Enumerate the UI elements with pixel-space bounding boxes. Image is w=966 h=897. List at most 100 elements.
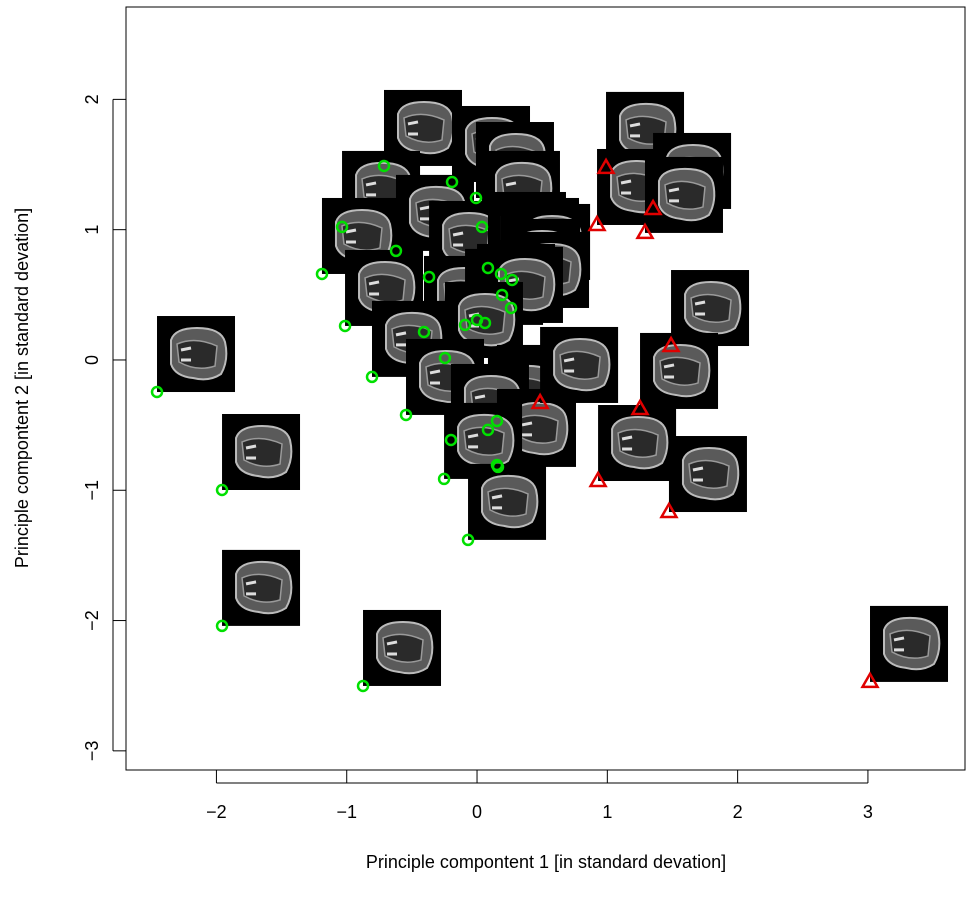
thumbnail-teeth [345, 228, 357, 244]
thumbnail [222, 413, 301, 490]
plot-frame [125, 6, 966, 771]
thumbnail-teeth [621, 435, 633, 451]
thumbnail-jaw [241, 437, 283, 467]
thumbnail-teeth [521, 421, 533, 437]
y-axis-title: Principle compontent 2 [in standard deva… [12, 208, 32, 568]
point-circle [444, 433, 458, 447]
y-tick-label: −1 [82, 480, 102, 501]
point-circle [461, 533, 475, 547]
thumbnail-jaw [617, 428, 659, 459]
x-tick-label: 1 [602, 802, 612, 822]
thumbnail-jaw [889, 629, 931, 659]
thumbnail-jaw [690, 293, 732, 324]
thumbnail-jaw [688, 459, 730, 490]
point-circle [365, 370, 379, 384]
thumbnail [540, 326, 619, 403]
thumbnail [498, 390, 577, 467]
point-triangle [635, 222, 655, 240]
thumbnail-layer [157, 89, 949, 686]
thumbnail-teeth [180, 346, 192, 362]
thumbnail-teeth [419, 205, 431, 221]
thumbnail-teeth [694, 300, 706, 316]
point-triangle [661, 335, 681, 353]
thumbnail-teeth [386, 640, 398, 656]
point-circle [445, 175, 459, 189]
point-circle [491, 460, 505, 474]
thumbnail-teeth [620, 179, 632, 195]
point-circle [338, 319, 352, 333]
x-tick-label: 2 [733, 802, 743, 822]
point-circle [389, 244, 403, 258]
point-triangle [659, 501, 679, 519]
point-circle [504, 301, 518, 315]
thumbnail-teeth [365, 181, 377, 197]
y-tick-label: −3 [82, 741, 102, 762]
thumbnail-teeth [429, 369, 441, 385]
x-tick-label: −1 [336, 802, 357, 822]
thumbnail [345, 249, 424, 326]
thumbnail-jaw [403, 113, 445, 143]
thumbnail [468, 463, 547, 540]
thumbnail-teeth [452, 231, 464, 247]
point-circle [478, 316, 492, 330]
thumbnail-teeth [407, 120, 419, 136]
thumbnail-teeth [893, 636, 905, 652]
point-circle [356, 679, 370, 693]
x-tick-label: 0 [472, 802, 482, 822]
thumbnail [157, 316, 236, 393]
x-tick-label: 3 [863, 802, 873, 822]
point-triangle [643, 198, 663, 216]
thumbnail-teeth [668, 187, 680, 203]
thumbnail-jaw [559, 350, 601, 380]
point-triangle [860, 671, 880, 689]
point-circle [481, 261, 495, 275]
thumbnail-teeth [692, 466, 704, 482]
point-circle [215, 483, 229, 497]
thumbnail-teeth [245, 444, 257, 460]
point-circle [494, 267, 508, 281]
point-circle [490, 414, 504, 428]
point-circle [417, 325, 431, 339]
point-circle [150, 385, 164, 399]
thumbnail-jaw [517, 414, 559, 444]
thumbnail [668, 436, 747, 513]
thumbnail-teeth [368, 280, 380, 296]
point-triangle [630, 398, 650, 416]
thumbnail-jaw [382, 633, 424, 663]
thumbnail-teeth [663, 363, 675, 379]
point-circle [335, 220, 349, 234]
y-tick-label: 0 [82, 355, 102, 365]
point-circle [469, 191, 483, 205]
x-tick-label: −2 [206, 802, 227, 822]
thumbnail-teeth [491, 494, 503, 510]
point-circle [481, 423, 495, 437]
point-circle [475, 220, 489, 234]
thumbnail-teeth [629, 122, 641, 138]
point-circle [458, 318, 472, 332]
thumbnail [644, 156, 723, 233]
point-circle [399, 408, 413, 422]
point-circle [437, 472, 451, 486]
point-circle [505, 273, 519, 287]
point-circle [422, 270, 436, 284]
thumbnail-jaw [176, 339, 218, 370]
y-tick-label: 2 [82, 94, 102, 104]
thumbnail-jaw [659, 356, 701, 386]
y-tick-label: −2 [82, 610, 102, 631]
point-circle [215, 619, 229, 633]
thumbnail-teeth [467, 433, 479, 449]
thumbnail-teeth [395, 331, 407, 347]
thumbnail-jaw [487, 487, 529, 517]
thumbnail [222, 549, 301, 626]
point-triangle [587, 214, 607, 232]
thumbnail-teeth [563, 357, 575, 373]
thumbnail [363, 609, 442, 686]
point-circle [495, 288, 509, 302]
point-triangle [588, 470, 608, 488]
point-circle [377, 159, 391, 173]
thumbnail-jaw [364, 273, 406, 303]
point-triangle [596, 157, 616, 175]
thumbnail-teeth [245, 580, 257, 596]
